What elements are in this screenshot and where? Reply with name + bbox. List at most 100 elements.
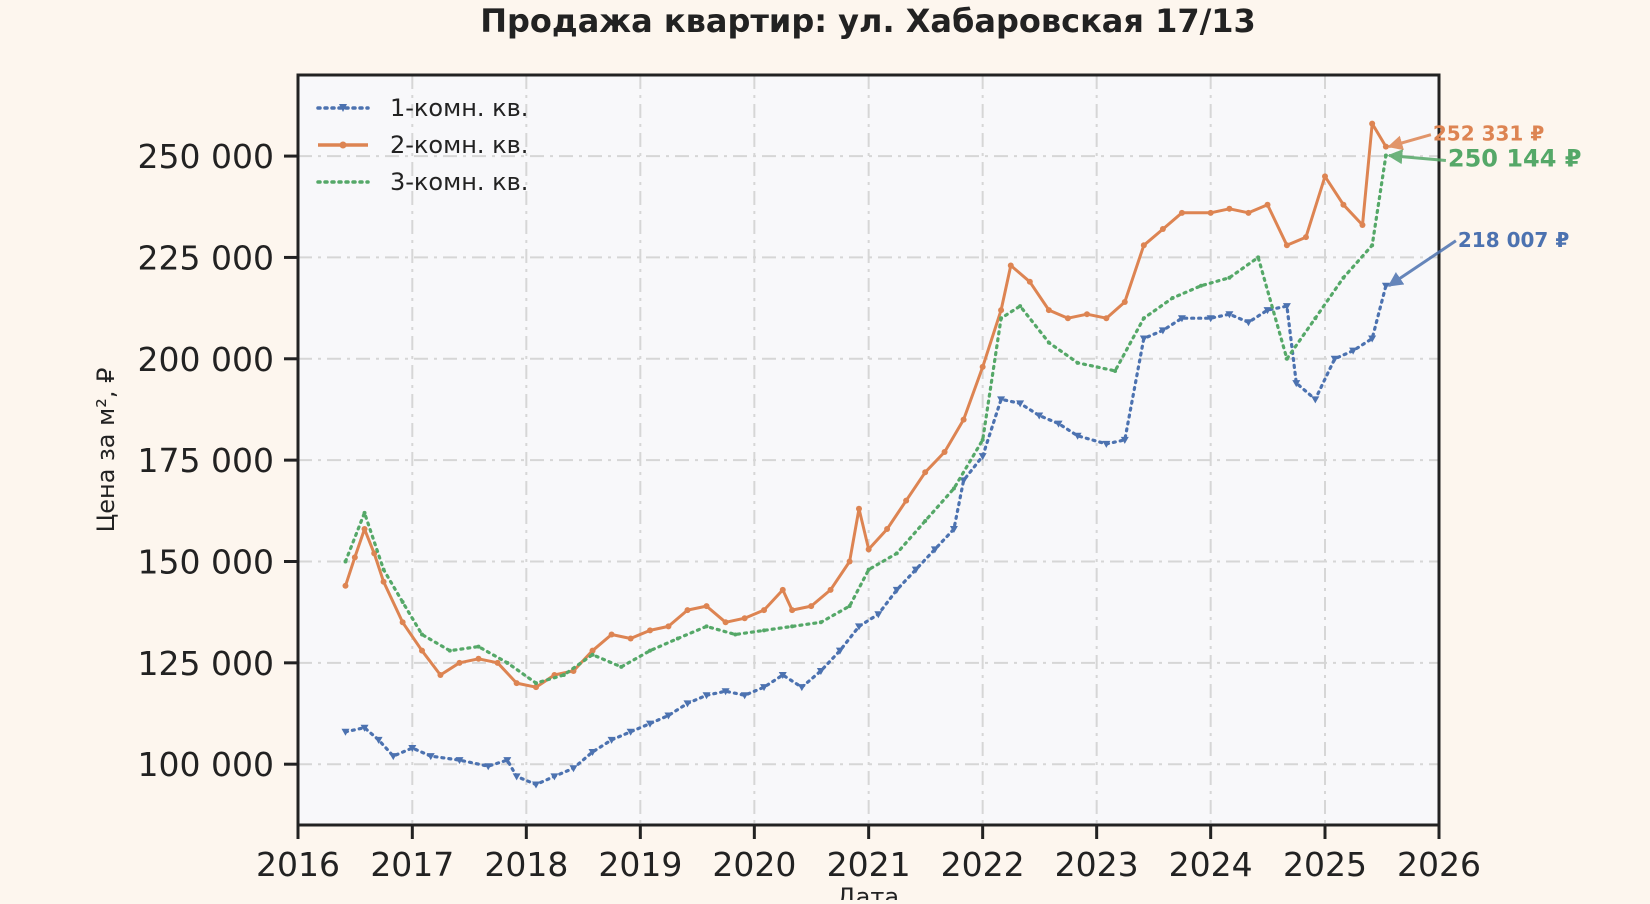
series-2 <box>342 120 1389 691</box>
data-point <box>1264 201 1271 208</box>
data-point <box>779 586 786 593</box>
data-point <box>1016 400 1025 408</box>
data-point <box>1075 360 1080 365</box>
value-arrow <box>1387 133 1432 151</box>
data-point <box>854 623 863 631</box>
data-point <box>855 505 862 512</box>
data-point <box>619 664 624 669</box>
legend-marker <box>339 141 347 149</box>
data-point <box>892 586 901 594</box>
data-point <box>1340 201 1347 208</box>
data-point <box>343 559 348 564</box>
data-point <box>607 736 616 744</box>
x-tick-label: 2017 <box>370 845 454 884</box>
data-point <box>1226 205 1233 212</box>
data-point <box>818 620 823 625</box>
data-point <box>647 627 654 634</box>
data-point <box>1245 209 1252 216</box>
x-tick-label: 2022 <box>941 845 1025 884</box>
data-point <box>664 712 673 720</box>
data-point <box>808 603 815 610</box>
data-point <box>626 728 635 736</box>
data-point <box>846 558 853 565</box>
y-axis-label: Цена за м², ₽ <box>92 368 120 533</box>
data-point <box>978 453 987 461</box>
legend-item: 3-комн. кв. <box>316 168 528 196</box>
x-tick-label: 2023 <box>1055 845 1139 884</box>
data-point <box>1026 278 1033 285</box>
data-point <box>949 526 958 534</box>
series-line <box>343 153 1388 685</box>
data-point <box>1383 153 1388 158</box>
data-point <box>998 307 1005 314</box>
data-point <box>374 736 383 744</box>
data-point <box>997 396 1006 404</box>
data-point <box>778 672 787 679</box>
data-point <box>1159 226 1166 233</box>
data-point <box>381 567 386 572</box>
data-point <box>1054 420 1063 428</box>
value-arrow <box>1387 239 1457 288</box>
data-point <box>420 632 425 637</box>
data-point <box>941 449 948 456</box>
data-point <box>1382 143 1389 150</box>
data-point <box>1198 283 1203 288</box>
x-tick-label: 2016 <box>256 845 340 884</box>
data-point <box>588 749 597 757</box>
series-1 <box>341 282 1390 789</box>
data-point <box>532 781 541 789</box>
series-line <box>344 122 1388 689</box>
data-point <box>1227 275 1232 280</box>
data-point <box>665 623 672 630</box>
data-point <box>419 647 426 654</box>
data-point <box>512 773 521 781</box>
data-point <box>874 611 883 619</box>
data-point <box>923 518 928 523</box>
data-point <box>1170 295 1175 300</box>
data-point <box>930 546 939 554</box>
data-point <box>569 765 578 773</box>
data-point <box>1141 316 1146 321</box>
data-point <box>1311 396 1320 404</box>
data-point <box>426 753 435 761</box>
data-point <box>1007 262 1014 269</box>
data-point <box>1064 315 1071 322</box>
data-point <box>797 684 806 692</box>
data-point <box>1225 311 1234 319</box>
data-point <box>1263 307 1272 315</box>
data-point <box>475 655 482 662</box>
x-axis: 2016 2017 2018 2019 2020 2021 2022 2023 2024 2025… <box>256 825 1481 884</box>
data-point <box>1018 304 1023 309</box>
value-arrow <box>1387 149 1447 165</box>
x-tick-label: 2025 <box>1283 845 1367 884</box>
data-point <box>1177 315 1186 323</box>
x-tick-label: 2024 <box>1169 845 1253 884</box>
data-point <box>980 437 985 442</box>
series-line <box>343 284 1388 787</box>
data-point <box>494 659 501 666</box>
x-tick-label: 2019 <box>598 845 682 884</box>
data-point <box>865 546 872 553</box>
data-point <box>1368 335 1377 343</box>
data-point <box>675 636 680 641</box>
data-point <box>960 416 967 423</box>
data-point <box>380 578 387 585</box>
data-point <box>1244 319 1253 327</box>
x-tick-label: 2020 <box>712 845 796 884</box>
data-point <box>683 700 692 708</box>
data-point <box>513 680 520 687</box>
y-axis: 100 000 125 000 150 000 175 000 200 000 225 0… <box>138 137 298 784</box>
data-point <box>790 624 795 629</box>
data-point <box>704 624 709 629</box>
data-point <box>1120 436 1129 444</box>
data-point <box>371 550 378 557</box>
data-point <box>1113 368 1118 373</box>
y-tick-label: 150 000 <box>138 542 274 581</box>
data-point <box>703 603 710 610</box>
data-point <box>561 673 566 677</box>
data-point <box>1178 209 1185 216</box>
data-point <box>1140 242 1147 249</box>
data-point <box>733 632 738 637</box>
data-point <box>1330 355 1339 363</box>
